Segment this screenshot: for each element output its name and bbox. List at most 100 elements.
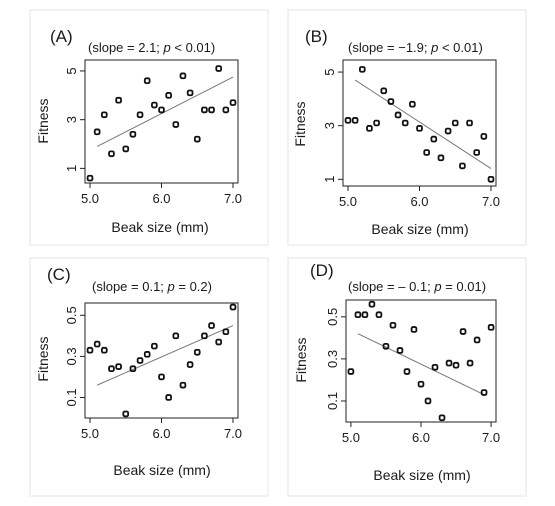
panel-c-data-point (151, 342, 158, 350)
panel-c-y-axis-label: Fitness (35, 336, 51, 381)
panel-c-background (29, 257, 269, 497)
panel-a: (A) (slope = 2.1; p < 0.01) 5.0 6.0 7.0 1 3 5 Be… (35, 27, 242, 235)
panel-d-x-tick-label: 6.0 (412, 430, 430, 445)
panel-a-data-point (165, 92, 172, 99)
panel-b-data-point (380, 87, 388, 95)
panel-b-data-point (430, 135, 438, 143)
panel-d-data-point (375, 311, 383, 319)
panel-d-data-point (459, 328, 467, 335)
panel-a-data-point (151, 101, 158, 109)
panel-b-data-point (373, 119, 380, 127)
panel-d-data-point (445, 359, 453, 367)
panel-c-annotation-suffix: = 0.2) (175, 279, 212, 294)
panel-d-data-point (417, 380, 425, 388)
panel-a-y-tick-label: 1 (64, 165, 79, 172)
panel-a-x-tick-label: 7.0 (224, 191, 242, 206)
panel-a-data-point (172, 121, 180, 128)
panel-a-data-point (186, 89, 194, 97)
panel-b-data-point (401, 119, 409, 127)
panel-d-data-point (396, 347, 404, 354)
panel-d-background (287, 257, 527, 497)
panel-b-data-point (351, 117, 359, 124)
panel-c-y-tick-label: 0.3 (64, 347, 79, 365)
panel-d-annotation-suffix: = 0.01) (442, 279, 486, 294)
panel-b-data-point (416, 125, 423, 132)
panel-a-data-point (229, 99, 237, 106)
panel-b-background (287, 9, 527, 246)
panel-c-fit-line (96, 325, 234, 386)
panel-a-y-tick-label: 5 (64, 67, 79, 74)
panel-c-data-point (201, 332, 208, 340)
panel-d-annotation-prefix: (slope = – 0.1; (348, 279, 434, 294)
panel-a-data-point (208, 106, 215, 114)
panel-a-label: (A) (50, 27, 73, 46)
panel-c-x-axis-label: Beak size (mm) (113, 462, 210, 478)
panel-b-y-tick-label: 5 (322, 68, 337, 75)
panel-b-data-point (366, 125, 373, 132)
panel-c-label: (C) (47, 265, 71, 284)
panel-a-data-point (115, 96, 122, 104)
panel-a-annotation: (slope = 2.1; p < 0.01) (88, 40, 215, 55)
panel-b-data-point (359, 66, 366, 73)
panel-d-x-tick-label: 7.0 (482, 430, 500, 445)
panel-a-annotation-p: p (163, 40, 171, 55)
panel-d-annotation-p: p (433, 279, 441, 294)
panel-a-fit-line (96, 76, 234, 147)
panel-a-data-point (222, 106, 230, 114)
panel-d-data-point (403, 368, 411, 375)
panel-c-data-point (186, 361, 194, 368)
panel-a-data-point (201, 106, 208, 114)
panel-a-background (29, 9, 269, 246)
panel-b-data-point (409, 100, 416, 108)
panel-b-annotation-suffix: < 0.01) (438, 40, 482, 55)
panel-d-y-tick-label: 0.3 (325, 350, 340, 368)
panel-b-x-tick-label: 5.0 (339, 194, 357, 209)
panel-a-y-axis-label: Fitness (35, 98, 51, 143)
panel-d-data-point (431, 364, 439, 371)
panel-d-data-point (473, 336, 481, 344)
panel-c-data-point (101, 346, 108, 354)
panel-a-annotation-prefix: (slope = 2.1; (88, 40, 164, 55)
panel-d-y-axis-label: Fitness (293, 337, 309, 382)
panel-d-data-point (480, 389, 488, 396)
panel-b-label: (B) (305, 27, 328, 46)
panel-c-annotation-p: p (167, 279, 175, 294)
panel-c-x-tick-label: 7.0 (224, 426, 242, 441)
panel-c-data-point (115, 363, 122, 370)
panel-d-data-point (382, 342, 390, 350)
panel-b-data-point (451, 119, 459, 127)
panel-a-data-point (129, 130, 137, 138)
panel-c-y-tick-label: 0.5 (64, 306, 79, 324)
panel-d-data-point (487, 324, 495, 331)
panel-d-label: (D) (310, 261, 334, 280)
panel-c-data-point (93, 340, 101, 348)
panel-c-data-point (143, 351, 151, 358)
panel-a-data-point (143, 77, 151, 85)
panel-b-y-tick-label: 3 (322, 122, 337, 129)
panel-d-annotation: (slope = – 0.1; p = 0.01) (348, 279, 486, 294)
panel-a-data-point (136, 111, 144, 119)
panel-b-data-point (480, 133, 488, 140)
panel-b-data-point (344, 117, 352, 124)
panel-c-data-point (165, 394, 172, 401)
panel-a-data-point (101, 111, 108, 119)
panel-c-x-tick-label: 6.0 (152, 426, 170, 441)
panel-b-data-point (466, 119, 473, 127)
panel-d-data-point (389, 321, 397, 329)
panel-d-data-point (368, 300, 376, 308)
panel-b-data-point (423, 149, 430, 156)
panel-a-x-tick-label: 6.0 (152, 191, 170, 206)
panel-a-data-point (122, 145, 130, 153)
panel-c-annotation-prefix: (slope = 0.1; (92, 279, 168, 294)
panel-a-data-point (158, 106, 165, 114)
panel-a-data-point (93, 128, 101, 136)
panel-c: (C) (slope = 0.1; p = 0.2) 5.0 6.0 7.0 0.1 0.3… (35, 265, 242, 478)
panel-d-data-point (410, 326, 418, 333)
panel-a-data-point (215, 65, 222, 72)
panel-a-y-tick-label: 3 (64, 116, 79, 123)
panel-d-data-point (452, 361, 460, 369)
panel-b-annotation: (slope = −1.9; p < 0.01) (348, 40, 483, 55)
panel-c-data-point (172, 332, 180, 340)
panel-c-y-tick-label: 0.1 (64, 388, 79, 406)
